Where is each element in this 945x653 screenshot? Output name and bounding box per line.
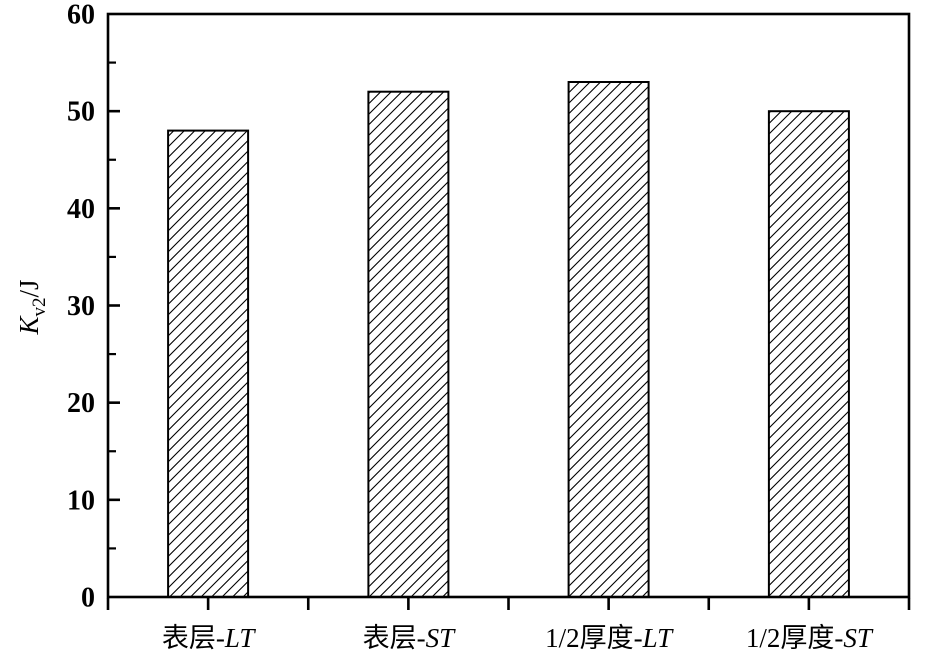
y-tick-label: 0	[81, 583, 95, 614]
x-category-label: 1/2厚度-LT	[545, 623, 674, 653]
x-category-label: 表层-ST	[363, 623, 457, 653]
y-tick-label: 50	[67, 97, 95, 128]
x-category-label: 1/2厚度-ST	[746, 623, 874, 653]
bar-3	[567, 81, 650, 598]
y-tick-label: 10	[67, 485, 95, 516]
y-tick-label: 60	[67, 0, 95, 31]
x-axis-ticks	[106, 598, 911, 610]
x-category-label: 表层-LT	[162, 623, 256, 653]
y-tick-label: 30	[67, 291, 95, 322]
bars-group	[167, 81, 850, 598]
bar-2	[367, 90, 450, 598]
x-axis-category-labels: 表层-LT 表层-ST 1/2厚度-LT 1/2厚度-ST	[162, 623, 874, 653]
y-tick-label: 20	[67, 388, 95, 419]
y-axis-tick-labels: 0 10 20 30 40 50 60	[67, 0, 95, 614]
bar-4	[767, 110, 850, 598]
y-axis-ticks	[109, 61, 120, 550]
y-axis-title: Kv2/J	[14, 279, 50, 335]
bar-1	[167, 129, 250, 598]
plot-box	[106, 12, 911, 599]
y-tick-label: 40	[67, 194, 95, 225]
